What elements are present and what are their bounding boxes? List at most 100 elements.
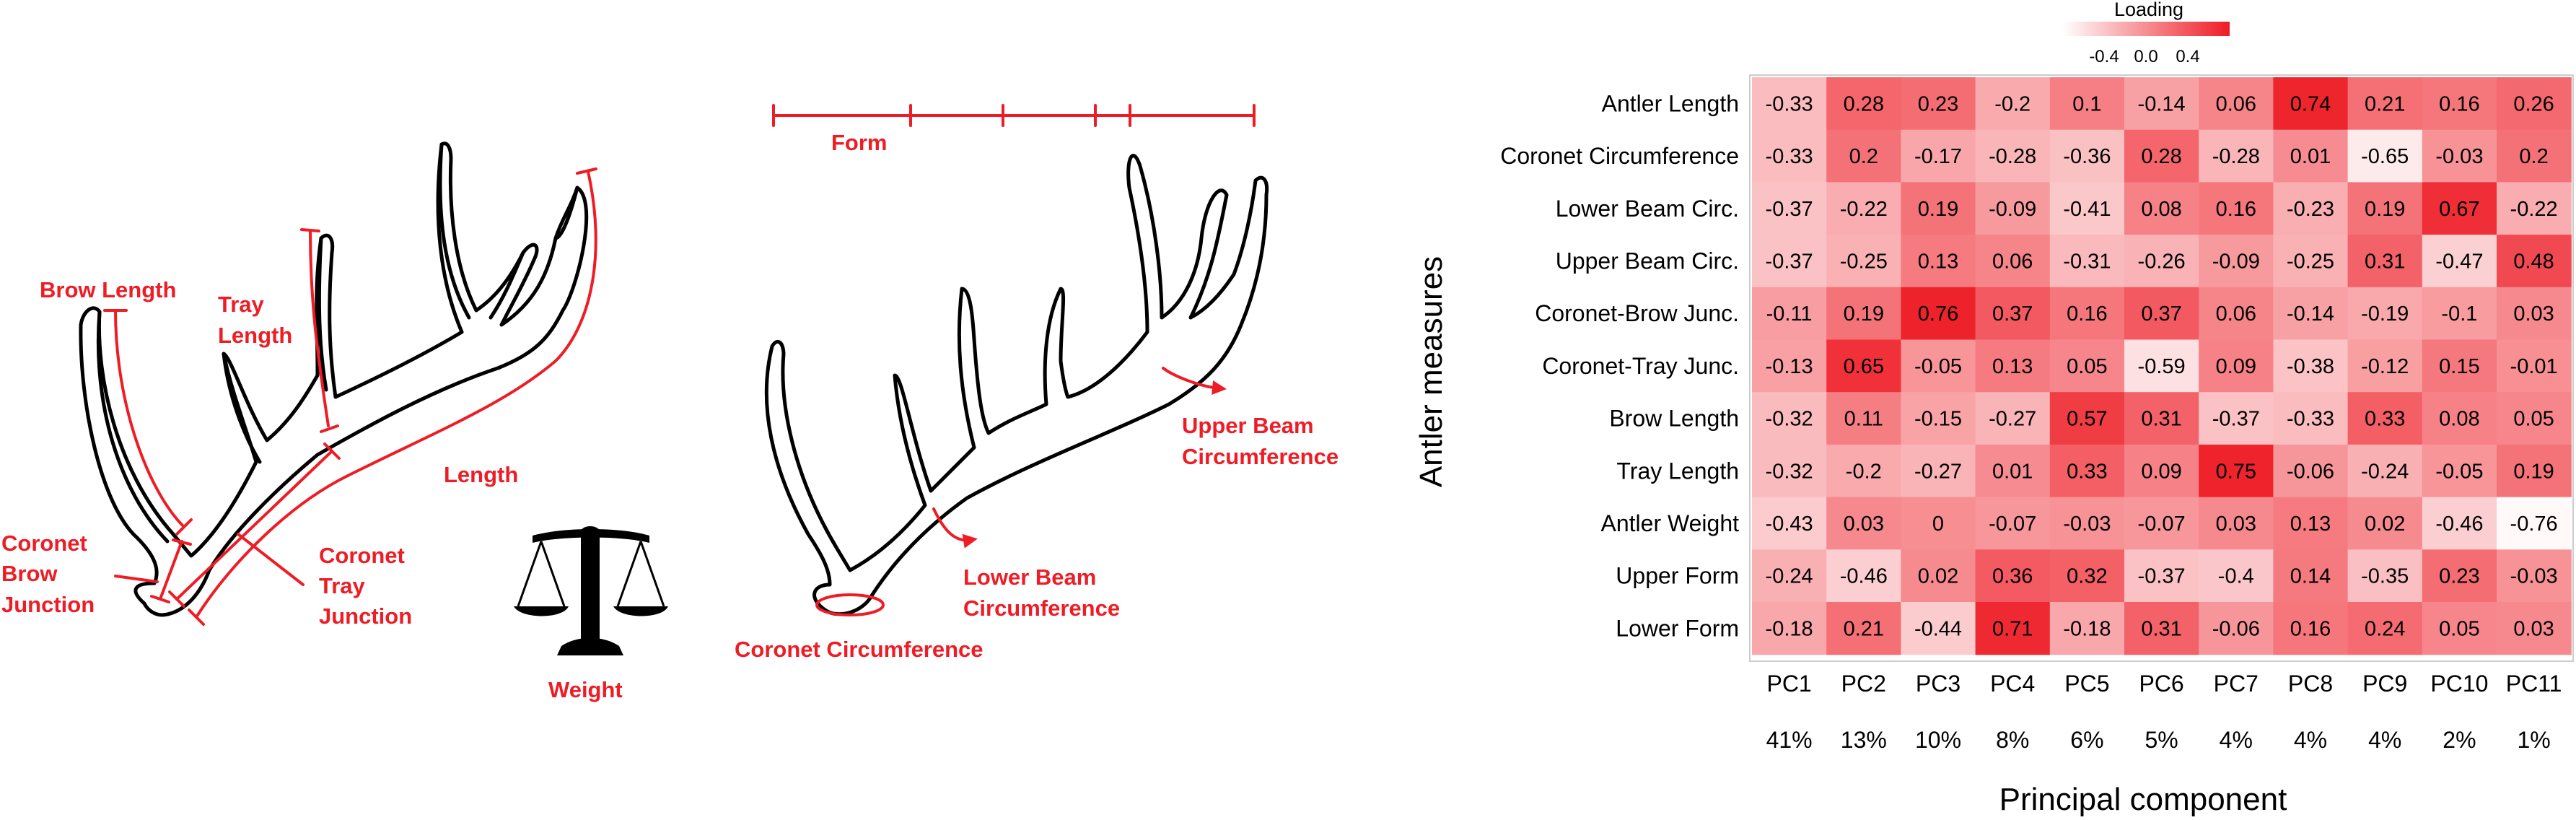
variance-label: 13% (1841, 727, 1887, 753)
heatmap-cell (2124, 392, 2199, 445)
heatmap-cell (1901, 392, 1976, 445)
heatmap-cell (1975, 77, 2051, 131)
middle-antler-outline (764, 154, 1269, 616)
cell-value-label: 0.71 (1992, 617, 2033, 640)
heatmap-cell (1752, 129, 1827, 183)
heatmap-cell (2199, 182, 2274, 235)
cell-value-label: -0.15 (1914, 408, 1962, 431)
heatmap-cells: -0.33 0.28 0.23 -0.2 0.1 -0.14 0.06 0.74 0.21 0.1… (1752, 77, 2572, 655)
cell-value-label: -0.18 (2063, 617, 2111, 640)
legend-tick-label: -0.4 (2089, 47, 2119, 66)
variance-label: 4% (2294, 727, 2327, 753)
column-label: PC2 (1841, 671, 1886, 697)
variance-label: 1% (2517, 727, 2550, 753)
heatmap-cell (2199, 235, 2274, 288)
beam-length-cap-bottom (188, 609, 205, 626)
cell-value-label: 0.05 (2067, 355, 2107, 378)
column-label: PC7 (2214, 671, 2259, 697)
heatmap-cell (2347, 287, 2423, 341)
column-label: PC4 (1990, 671, 2035, 697)
column-label: PC6 (2139, 671, 2183, 697)
cell-value-label: -0.28 (1989, 145, 2036, 168)
form-label: Form (831, 130, 888, 155)
cell-value-label: 0.21 (1844, 617, 1884, 640)
heatmap-cell (1975, 602, 2051, 655)
heatmap-cell (1826, 497, 1901, 550)
x-axis-title: Principal component (1999, 782, 2287, 817)
heatmap-cell (2497, 287, 2572, 341)
heatmap-cell (2497, 129, 2572, 183)
heatmap-cell (1752, 287, 1827, 341)
cell-value-label: 0.09 (2216, 355, 2256, 378)
heatmap-cell (2199, 77, 2274, 131)
heatmap-cell (2199, 497, 2274, 550)
row-label: Coronet-Tray Junc. (1542, 353, 1739, 379)
heatmap-cell (1826, 182, 1901, 235)
heatmap-cell (1826, 235, 1901, 288)
cell-value-label: 0.13 (1918, 250, 1958, 274)
tray-length-label-line1: Tray (218, 292, 265, 317)
lower-beam-label-line1: Lower Beam (963, 564, 1096, 590)
variance-label: 6% (2070, 727, 2103, 753)
cell-value-label: 0.01 (1992, 460, 2033, 483)
column-labels: PC1 PC2 PC3 PC4 PC5 PC6 PC7 PC8 PC9 PC10 PC11 (1766, 671, 2562, 697)
heatmap-cell (2124, 444, 2199, 498)
heatmap-cell (2273, 602, 2349, 655)
heatmap-cell (2273, 444, 2349, 498)
tray-length-line (309, 230, 330, 427)
legend-colorbar (2062, 22, 2230, 36)
cell-value-label: -0.2 (1994, 92, 2030, 115)
heatmap-cell (2422, 235, 2497, 288)
tray-length-cap-bottom (320, 424, 339, 433)
heatmap-cell (2124, 497, 2199, 550)
cell-value-label: -0.44 (1914, 617, 1962, 640)
cell-value-label: -0.43 (1766, 512, 1813, 536)
upper-beam-label-line2: Circumference (1182, 444, 1339, 469)
cell-value-label: -0.46 (2435, 512, 2483, 536)
heatmap-cell (1901, 444, 1976, 498)
cell-value-label: 0.19 (2513, 460, 2554, 483)
heatmap-cell (2422, 392, 2497, 445)
heatmap-cell (2273, 392, 2349, 445)
heatmap-cell (2124, 129, 2199, 183)
loadings-heatmap: Loading -0.4 0.0 0.4 -0.33 0.28 0.23 -0.2 0.1-… (1414, 0, 2574, 817)
left-antler-tine-lines (96, 142, 579, 544)
column-label: PC10 (2430, 671, 2488, 697)
brow-length-line (114, 309, 185, 528)
middle-antler-diagram: Form Upper Beam Circumference Lower Beam… (735, 104, 1339, 662)
cell-value-label: 0.14 (2290, 565, 2331, 588)
heatmap-cell (2497, 549, 2572, 603)
heatmap-cell (2049, 549, 2125, 603)
cell-value-label: -0.33 (1766, 145, 1813, 168)
cell-value-label: -0.14 (2287, 302, 2334, 326)
cell-value-label: 0.16 (2290, 617, 2331, 640)
heatmap-cell (2347, 392, 2423, 445)
heatmap-cell (2273, 182, 2349, 235)
heatmap-cell (2497, 182, 2572, 235)
cell-value-label: 0.26 (2513, 92, 2554, 115)
cell-value-label: -0.03 (2435, 145, 2483, 168)
legend-title: Loading (2114, 0, 2183, 20)
cell-value-label: -0.2 (1846, 460, 1882, 483)
cell-value-label: 0.09 (2141, 460, 2181, 483)
heatmap-cell (1975, 339, 2051, 393)
heatmap-cell (2347, 129, 2423, 183)
cell-value-label: 0.2 (1849, 145, 1878, 168)
cell-value-label: 0.03 (1844, 512, 1884, 536)
upper-beam-label-line1: Upper Beam (1182, 413, 1314, 438)
heatmap-cell (1901, 129, 1976, 183)
cell-value-label: 0.03 (2216, 512, 2256, 536)
row-label: Coronet Circumference (1500, 143, 1739, 169)
heatmap-cell (2422, 497, 2497, 550)
heatmap-cell (2049, 182, 2125, 235)
cell-value-label: -0.65 (2361, 145, 2409, 168)
heatmap-cell (1826, 287, 1901, 341)
coronet-brow-cap-bottom (150, 595, 170, 603)
cell-value-label: 0.06 (2216, 302, 2256, 326)
cell-value-label: 0.37 (1992, 302, 2033, 326)
cell-value-label: -0.37 (1766, 198, 1813, 221)
coronet-brow-cap-top (172, 538, 192, 546)
variance-labels: 41% 13% 10% 8% 6% 5% 4% 4% 4% 2% 1% (1766, 727, 2551, 753)
cell-value-label: -0.27 (1914, 460, 1962, 483)
cell-value-label: -0.37 (1766, 250, 1813, 274)
